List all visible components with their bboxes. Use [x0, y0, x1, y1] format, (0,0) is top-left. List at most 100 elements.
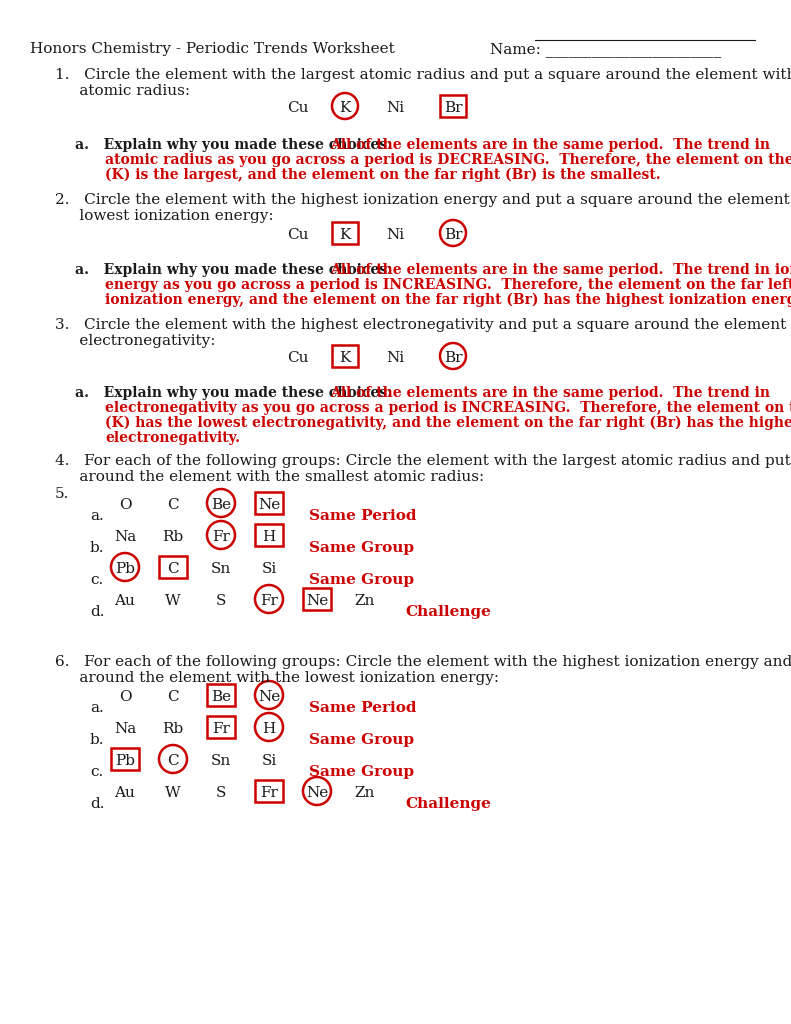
Text: K: K	[339, 228, 350, 242]
Text: Same Period: Same Period	[309, 701, 417, 715]
Text: Si: Si	[261, 754, 277, 768]
Text: O: O	[119, 690, 131, 705]
Text: K: K	[339, 351, 350, 365]
Text: c.: c.	[90, 765, 104, 779]
Text: All of the elements are in the same period.  The trend in: All of the elements are in the same peri…	[330, 386, 770, 400]
Text: Be: Be	[211, 690, 231, 705]
Text: Same Group: Same Group	[309, 541, 414, 555]
Text: energy as you go across a period is INCREASING.  Therefore, the element on the f: energy as you go across a period is INCR…	[105, 278, 791, 293]
Text: electronegativity:: electronegativity:	[55, 334, 215, 348]
Text: a.   Explain why you made these choices:: a. Explain why you made these choices:	[75, 263, 397, 278]
Text: a.: a.	[90, 509, 104, 523]
Bar	[207, 684, 235, 706]
Text: 3.   Circle the element with the highest electronegativity and put a square arou: 3. Circle the element with the highest e…	[55, 318, 791, 332]
Text: Same Period: Same Period	[309, 509, 417, 523]
Text: Pb: Pb	[115, 562, 135, 575]
Text: Fr: Fr	[260, 786, 278, 800]
Text: atomic radius as you go across a period is DECREASING.  Therefore, the element o: atomic radius as you go across a period …	[105, 153, 791, 167]
Text: Zn: Zn	[355, 786, 375, 800]
Text: C: C	[167, 498, 179, 512]
Text: H: H	[263, 722, 275, 736]
Text: Br: Br	[444, 228, 462, 242]
Bar	[111, 748, 139, 770]
Text: ionization energy, and the element on the far right (Br) has the highest ionizat: ionization energy, and the element on th…	[105, 293, 791, 307]
Text: around the element with the smallest atomic radius:: around the element with the smallest ato…	[55, 470, 484, 484]
Text: Same Group: Same Group	[309, 733, 414, 746]
Text: Fr: Fr	[212, 530, 230, 544]
Text: Ne: Ne	[258, 498, 280, 512]
Text: Na: Na	[114, 530, 136, 544]
Text: a.   Explain why you made these choices:: a. Explain why you made these choices:	[75, 386, 397, 400]
Text: Cu: Cu	[287, 228, 308, 242]
Text: Sn: Sn	[211, 562, 231, 575]
Text: Si: Si	[261, 562, 277, 575]
Text: Name: _______________________: Name: _______________________	[490, 42, 721, 57]
Text: Pb: Pb	[115, 754, 135, 768]
Text: C: C	[167, 562, 179, 575]
Bar	[255, 492, 283, 514]
Text: K: K	[339, 101, 350, 115]
Text: 2.   Circle the element with the highest ionization energy and put a square arou: 2. Circle the element with the highest i…	[55, 193, 791, 207]
Text: Br: Br	[444, 101, 462, 115]
Text: C: C	[167, 690, 179, 705]
Text: Rb: Rb	[162, 722, 184, 736]
Text: (K) is the largest, and the element on the far right (Br) is the smallest.: (K) is the largest, and the element on t…	[105, 168, 660, 182]
Text: Challenge: Challenge	[405, 605, 491, 618]
Text: Cu: Cu	[287, 101, 308, 115]
Text: Honors Chemistry - Periodic Trends Worksheet: Honors Chemistry - Periodic Trends Works…	[30, 42, 395, 56]
Text: a.   Explain why you made these choices:: a. Explain why you made these choices:	[75, 138, 397, 152]
Text: S: S	[216, 786, 226, 800]
Text: 5.: 5.	[55, 487, 70, 501]
Text: around the element with the lowest ionization energy:: around the element with the lowest ioniz…	[55, 671, 499, 685]
Text: Ne: Ne	[306, 594, 328, 608]
Text: d.: d.	[90, 605, 104, 618]
Text: Fr: Fr	[260, 594, 278, 608]
Text: Br: Br	[444, 351, 462, 365]
Text: Cu: Cu	[287, 351, 308, 365]
Bar	[255, 780, 283, 802]
Text: atomic radius:: atomic radius:	[55, 84, 190, 98]
Bar	[440, 95, 466, 117]
Text: Same Group: Same Group	[309, 765, 414, 779]
Text: Ne: Ne	[306, 786, 328, 800]
Text: b.: b.	[90, 541, 104, 555]
Text: c.: c.	[90, 573, 104, 587]
Text: Na: Na	[114, 722, 136, 736]
Text: d.: d.	[90, 797, 104, 811]
Text: lowest ionization energy:: lowest ionization energy:	[55, 209, 274, 223]
Text: O: O	[119, 498, 131, 512]
Bar	[159, 556, 187, 578]
Text: 4.   For each of the following groups: Circle the element with the largest atomi: 4. For each of the following groups: Cir…	[55, 454, 791, 468]
Bar	[255, 524, 283, 546]
Text: 6.   For each of the following groups: Circle the element with the highest ioniz: 6. For each of the following groups: Cir…	[55, 655, 791, 669]
Text: Same Group: Same Group	[309, 573, 414, 587]
Text: H: H	[263, 530, 275, 544]
Bar	[332, 345, 358, 367]
Text: Fr: Fr	[212, 722, 230, 736]
Text: Zn: Zn	[355, 594, 375, 608]
Text: Ni: Ni	[386, 228, 404, 242]
Text: Challenge: Challenge	[405, 797, 491, 811]
Text: a.: a.	[90, 701, 104, 715]
Text: W: W	[165, 594, 181, 608]
Text: (K) has the lowest electronegativity, and the element on the far right (Br) has : (K) has the lowest electronegativity, an…	[105, 416, 791, 430]
Text: Be: Be	[211, 498, 231, 512]
Text: S: S	[216, 594, 226, 608]
Text: Au: Au	[115, 594, 135, 608]
Text: 1.   Circle the element with the largest atomic radius and put a square around t: 1. Circle the element with the largest a…	[55, 68, 791, 82]
Text: W: W	[165, 786, 181, 800]
Text: All of the elements are in the same period.  The trend in: All of the elements are in the same peri…	[330, 138, 770, 152]
Text: Sn: Sn	[211, 754, 231, 768]
Bar	[332, 222, 358, 244]
Text: electronegativity.: electronegativity.	[105, 431, 240, 445]
Text: Ni: Ni	[386, 351, 404, 365]
Text: C: C	[167, 754, 179, 768]
Text: Ni: Ni	[386, 101, 404, 115]
Text: Ne: Ne	[258, 690, 280, 705]
Text: electronegativity as you go across a period is INCREASING.  Therefore, the eleme: electronegativity as you go across a per…	[105, 401, 791, 415]
Text: Au: Au	[115, 786, 135, 800]
Text: b.: b.	[90, 733, 104, 746]
Text: Rb: Rb	[162, 530, 184, 544]
Text: All of the elements are in the same period.  The trend in ionization: All of the elements are in the same peri…	[330, 263, 791, 278]
Bar	[303, 588, 331, 610]
